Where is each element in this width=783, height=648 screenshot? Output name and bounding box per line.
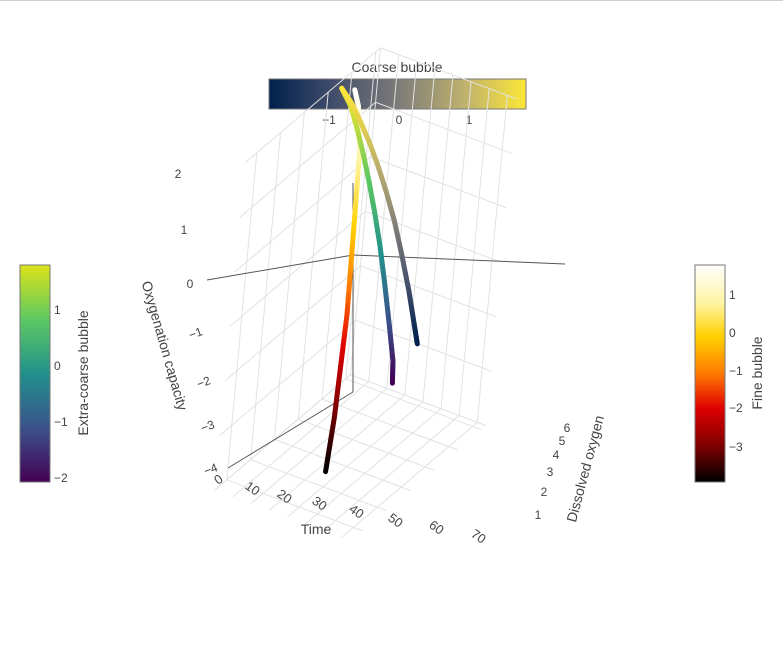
colorbar-coarse-tick: −1 (322, 113, 336, 127)
grid-line (214, 374, 351, 491)
grid-line (365, 210, 502, 263)
grid-line (321, 398, 458, 451)
grid-line (370, 156, 507, 209)
grid-line (305, 408, 442, 525)
colorbar-extra-coarse-tick: 1 (54, 303, 61, 317)
grid-line (345, 378, 482, 431)
colorbar-fine-tick: 1 (729, 288, 736, 302)
grid-lines (214, 47, 517, 538)
colorbar-extra-coarse-gradient (19, 264, 51, 483)
z-tick-label: −3 (199, 417, 217, 435)
colorbar-extra-coarse-tick: −2 (54, 471, 68, 485)
grid-line (298, 418, 435, 471)
x-axis-title: Time (301, 521, 332, 537)
scene-3d[interactable]: 0 10 20 30 40 50 60 70 1 2 3 4 5 6 2 1 0… (139, 47, 607, 547)
series-segment (323, 464, 329, 475)
grid-line (234, 156, 371, 273)
colorbar-coarse-tick: 0 (396, 113, 403, 127)
grid-line (250, 387, 388, 504)
x-tick-label: 20 (274, 486, 294, 507)
x-tick-label: 50 (385, 510, 405, 531)
grid-line (268, 394, 406, 511)
colorbar-fine-tick: −2 (729, 401, 743, 415)
y-ticks: 1 2 3 4 5 6 (535, 421, 571, 522)
colorbar-fine-title: Fine bubble (749, 336, 765, 409)
grid-line (274, 438, 411, 491)
grid-line (250, 459, 387, 512)
grid-line (226, 479, 363, 532)
x-ticks: 0 10 20 30 40 50 60 70 (211, 471, 489, 547)
top-border (0, 0, 783, 1)
colorbar-fine-tick: −3 (729, 440, 743, 454)
grid-line (380, 47, 517, 100)
grid-line (219, 319, 356, 436)
y-tick-label: 5 (559, 434, 566, 448)
colorbar-extra-coarse-tick: −1 (54, 415, 68, 429)
x-tick-label: 10 (242, 478, 262, 499)
colorbar-coarse-gradient (268, 78, 527, 110)
grid-line (244, 47, 381, 164)
axis-line (206, 254, 354, 281)
y-tick-label: 4 (553, 448, 560, 462)
z-tick-label: 2 (175, 167, 182, 181)
z-ticks: 2 1 0 −1 −2 −3 −4 (175, 167, 220, 478)
z-tick-label: −2 (195, 373, 213, 391)
x-tick-label: 40 (346, 501, 366, 522)
grid-line (355, 319, 492, 372)
z-tick-label: 0 (187, 277, 194, 291)
z-tick-label: 1 (181, 223, 188, 237)
colorbar-extra-coarse: 1 0 −1 −2 Extra-coarse bubble (19, 264, 91, 485)
grid-line (229, 210, 366, 327)
y-tick-label: 6 (564, 421, 571, 435)
series-lines (323, 85, 420, 475)
series-coarse-bubble[interactable] (339, 85, 420, 347)
axis-line (227, 391, 354, 469)
z-tick-label: −1 (187, 324, 205, 342)
y-tick-label: 1 (535, 508, 542, 522)
colorbar-extra-coarse-title: Extra-coarse bubble (75, 310, 91, 436)
colorbar-coarse-tick: 1 (466, 113, 473, 127)
grid-line (341, 421, 478, 538)
y-tick-label: 2 (541, 485, 548, 499)
grid-line (286, 401, 424, 518)
x-tick-label: 70 (468, 526, 488, 547)
grid-line (323, 415, 460, 532)
colorbar-fine-gradient (694, 264, 726, 483)
z-tick-label: −4 (202, 460, 220, 478)
grid-line (375, 101, 512, 154)
series-fine-bubble[interactable] (323, 87, 363, 475)
colorbar-extra-coarse-tick: 0 (54, 359, 61, 373)
x-tick-label: 60 (426, 517, 446, 538)
colorbar-fine-tick: 0 (729, 326, 736, 340)
grid-line (224, 265, 361, 382)
x-tick-label: 30 (309, 493, 329, 514)
colorbar-fine: 1 0 −1 −2 −3 Fine bubble (694, 264, 765, 483)
y-tick-label: 3 (547, 465, 554, 479)
colorbar-fine-tick: −1 (729, 364, 743, 378)
axis-line (352, 254, 566, 265)
axis-lines (206, 183, 566, 469)
grid-line (232, 381, 369, 498)
z-axis-title: Oxygenation capacity (139, 279, 191, 412)
grid-line (350, 374, 487, 427)
